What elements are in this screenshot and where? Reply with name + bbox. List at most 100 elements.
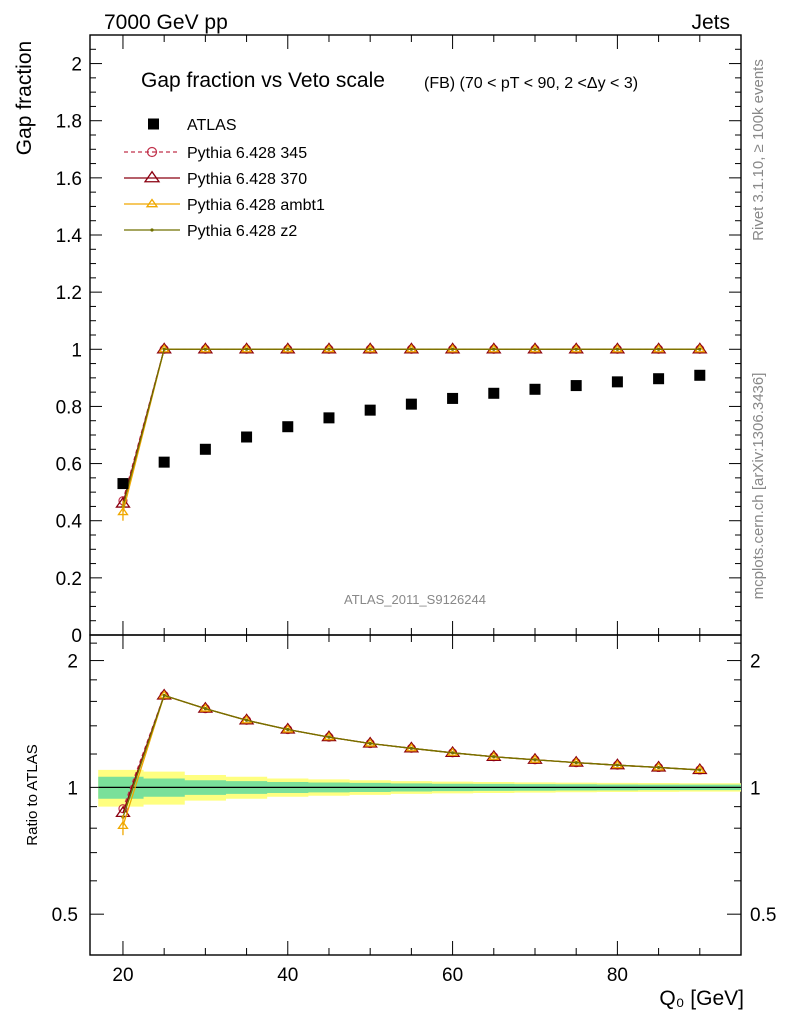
mc-marker-ambt1 — [405, 344, 418, 353]
atlas-data-point — [611, 376, 623, 388]
y-tick-label: 0 — [71, 626, 82, 647]
ratio-marker-370 — [403, 741, 420, 753]
ratio-marker-z2 — [409, 746, 413, 750]
mc-marker-370 — [650, 342, 667, 354]
mc-marker-370 — [486, 342, 502, 354]
ratio-marker-ambt1 — [652, 762, 665, 771]
mc-marker-ambt1 — [652, 344, 665, 353]
ratio-marker-370 — [444, 745, 461, 757]
ratio-marker-z2 — [615, 763, 619, 767]
mc-line-1 — [122, 348, 700, 504]
ratio-marker-z2 — [492, 755, 496, 759]
mc-marker-z2 — [574, 347, 578, 351]
mc-line-2 — [122, 348, 700, 513]
mc-marker-ambt1 — [240, 344, 253, 353]
ratio-marker-z2 — [574, 761, 578, 765]
ratio-line-2 — [122, 694, 700, 827]
process-label: Jets — [691, 11, 730, 34]
mc-marker-370 — [609, 342, 626, 354]
legend-label: ATLAS — [187, 117, 237, 134]
legend-label: Pythia 6.428 370 — [187, 171, 307, 188]
chart-title: Gap fraction vs Veto scale — [141, 69, 385, 92]
y-tick-label: 1.8 — [56, 112, 82, 133]
legend-label: Pythia 6.428 z2 — [187, 223, 297, 240]
x-tick-label: 60 — [442, 965, 463, 986]
mc-marker-z2 — [450, 347, 455, 351]
y-tick-label: 2 — [71, 55, 82, 76]
mc-marker-ambt1 — [529, 344, 541, 353]
ratio-marker-ambt1 — [611, 759, 624, 769]
ratio-marker-ambt1 — [158, 690, 170, 699]
mc-marker-ambt1 — [364, 344, 376, 353]
main-plot-layer: 0 0.2 0.4 0.6 0.8 1 1.2 1.4 1.6 1.8 2 — [56, 35, 741, 647]
atlas-data-point — [529, 383, 541, 395]
mc-marker-z2 — [203, 347, 207, 351]
ratio-plot-layer: 20 40 60 80 0.5 0.5 1 1 2 2 — [52, 635, 776, 986]
y-tick-label: 0.8 — [56, 397, 82, 418]
mc-marker-z2 — [656, 347, 661, 351]
ratio-marker-z2 — [244, 718, 249, 722]
ratio-y-tick-label-right: 0.5 — [750, 905, 776, 926]
ratio-marker-ambt1 — [570, 757, 582, 766]
mc-marker-370 — [444, 342, 461, 354]
ratio-y-tick-label: 2 — [67, 652, 78, 673]
mc-marker-z2 — [368, 347, 372, 351]
mc-marker-z2 — [162, 347, 166, 351]
ratio-marker-z2 — [656, 765, 661, 770]
y-tick-label: 1.4 — [56, 226, 83, 247]
mc-marker-ambt1 — [488, 344, 500, 353]
legend-marker — [143, 170, 161, 183]
legend-marker — [146, 146, 158, 158]
ratio-plot-frame — [89, 634, 742, 956]
mc-marker-ambt1 — [323, 344, 335, 353]
legend-label: Pythia 6.428 ambt1 — [187, 197, 325, 214]
ratio-marker-z2 — [698, 768, 702, 772]
legend-marker — [145, 198, 159, 208]
mc-marker-z2 — [533, 347, 537, 351]
mc-marker-z2 — [244, 347, 249, 351]
ratio-marker-370 — [609, 758, 626, 770]
ratio-y-axis-label: Ratio to ATLAS — [24, 744, 41, 845]
legend-atlas-marker — [148, 118, 159, 130]
atlas-data-point — [282, 421, 294, 433]
atlas-data-point — [199, 443, 211, 455]
atlas-data-point — [447, 392, 459, 404]
mc-marker-370 — [238, 342, 255, 354]
atlas-data-point — [364, 404, 376, 416]
mcplots-label: mcplots.cern.ch [arXiv:1306.3436] — [750, 373, 767, 600]
mc-marker-z2 — [615, 347, 619, 351]
ratio-marker-370 — [486, 749, 502, 761]
y-tick-label: 0.6 — [56, 455, 82, 476]
mc-marker-370 — [403, 342, 420, 354]
ratio-marker-370 — [362, 736, 378, 748]
atlas-data-point — [323, 412, 335, 424]
ratio-marker-z2 — [533, 758, 537, 762]
ratio-y-tick-label-right: 1 — [750, 778, 761, 799]
atlas-data-point — [653, 373, 665, 385]
atlas-data-point — [488, 387, 500, 399]
ratio-marker-z2 — [450, 751, 455, 755]
ratio-marker-z2 — [162, 693, 166, 698]
ratio-marker-370 — [692, 762, 708, 775]
atlas-data-point — [694, 369, 706, 381]
ratio-marker-370 — [527, 752, 543, 764]
ratio-y-tick-label: 0.5 — [52, 905, 78, 926]
legend-label: Pythia 6.428 345 — [187, 145, 307, 162]
atlas-data-point — [117, 478, 129, 490]
main-y-axis-label: Gap fraction — [13, 41, 36, 155]
atlas-data-point — [241, 431, 253, 443]
analysis-watermark: ATLAS_2011_S9126244 — [344, 592, 486, 607]
mc-marker-370 — [156, 342, 172, 354]
atlas-data-point — [570, 380, 582, 392]
x-tick-label: 80 — [607, 965, 628, 986]
x-tick-label: 40 — [277, 965, 298, 986]
mc-marker-370 — [568, 342, 584, 354]
atlas-data-point — [158, 456, 170, 468]
mc-marker-z2 — [409, 347, 413, 351]
ratio-marker-370 — [156, 688, 172, 700]
legend-marker — [150, 228, 154, 232]
mc-marker-370 — [362, 342, 378, 354]
energy-label: 7000 GeV pp — [104, 11, 228, 34]
chart-subtitle: (FB) (70 < pT < 90, 2 <Δy < 3) — [424, 75, 638, 92]
